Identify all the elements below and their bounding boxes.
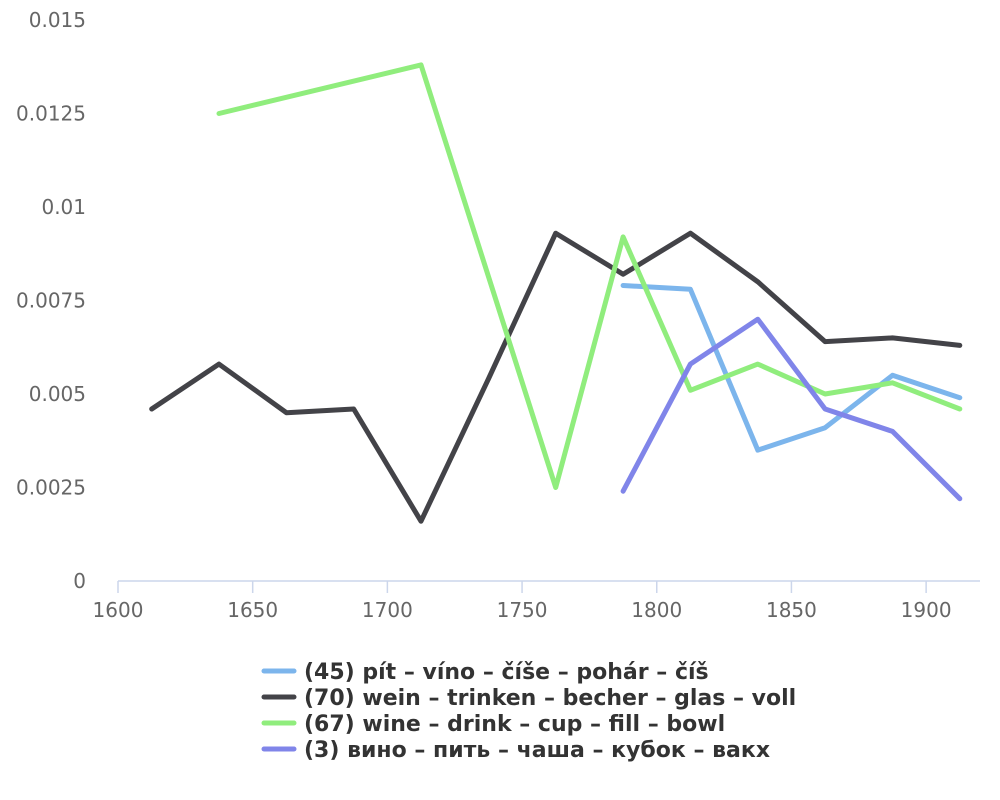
series-line-3[interactable]: [216, 62, 963, 490]
x-tick-label: 1700: [362, 598, 413, 622]
x-axis: 1600 1650 1700 1750 1800 1850 1900: [93, 580, 980, 622]
x-tick-label: 1900: [901, 598, 952, 622]
legend[interactable]: (45) pít – víno – číše – pohár – číš(70)…: [261, 660, 796, 763]
y-tick-label: 0: [73, 569, 86, 593]
legend-label: (70) wein – trinken – becher – glas – vo…: [304, 686, 796, 711]
legend-item-2[interactable]: (70) wein – trinken – becher – glas – vo…: [261, 686, 796, 711]
y-tick-label: 0.005: [29, 382, 86, 406]
x-tick-label: 1800: [631, 598, 682, 622]
x-tick-label: 1850: [766, 598, 817, 622]
x-tick-label: 1600: [93, 598, 144, 622]
x-tick-label: 1650: [227, 598, 278, 622]
legend-item-1[interactable]: (45) pít – víno – číše – pohár – číš: [261, 660, 709, 685]
legend-item-4[interactable]: (3) вино – пить – чаша – кубок – вакх: [261, 738, 770, 763]
series-line-4[interactable]: [620, 316, 963, 502]
legend-label: (45) pít – víno – číše – pohár – číš: [304, 660, 709, 685]
legend-item-3[interactable]: (67) wine – drink – cup – fill – bowl: [261, 712, 725, 737]
legend-label: (3) вино – пить – чаша – кубок – вакх: [304, 738, 770, 763]
series-group: [149, 62, 963, 524]
y-tick-label: 0.015: [29, 8, 86, 32]
series-line-2[interactable]: [149, 230, 963, 524]
series-line-1[interactable]: [620, 283, 963, 453]
x-tick-label: 1750: [497, 598, 548, 622]
legend-label: (67) wine – drink – cup – fill – bowl: [304, 712, 725, 737]
y-tick-label: 0.01: [41, 195, 86, 219]
y-tick-label: 0.0125: [16, 102, 86, 126]
y-axis: 0 0.0025 0.005 0.0075 0.01 0.0125 0.015: [16, 8, 86, 593]
y-tick-label: 0.0025: [16, 476, 86, 500]
y-tick-label: 0.0075: [16, 289, 86, 313]
